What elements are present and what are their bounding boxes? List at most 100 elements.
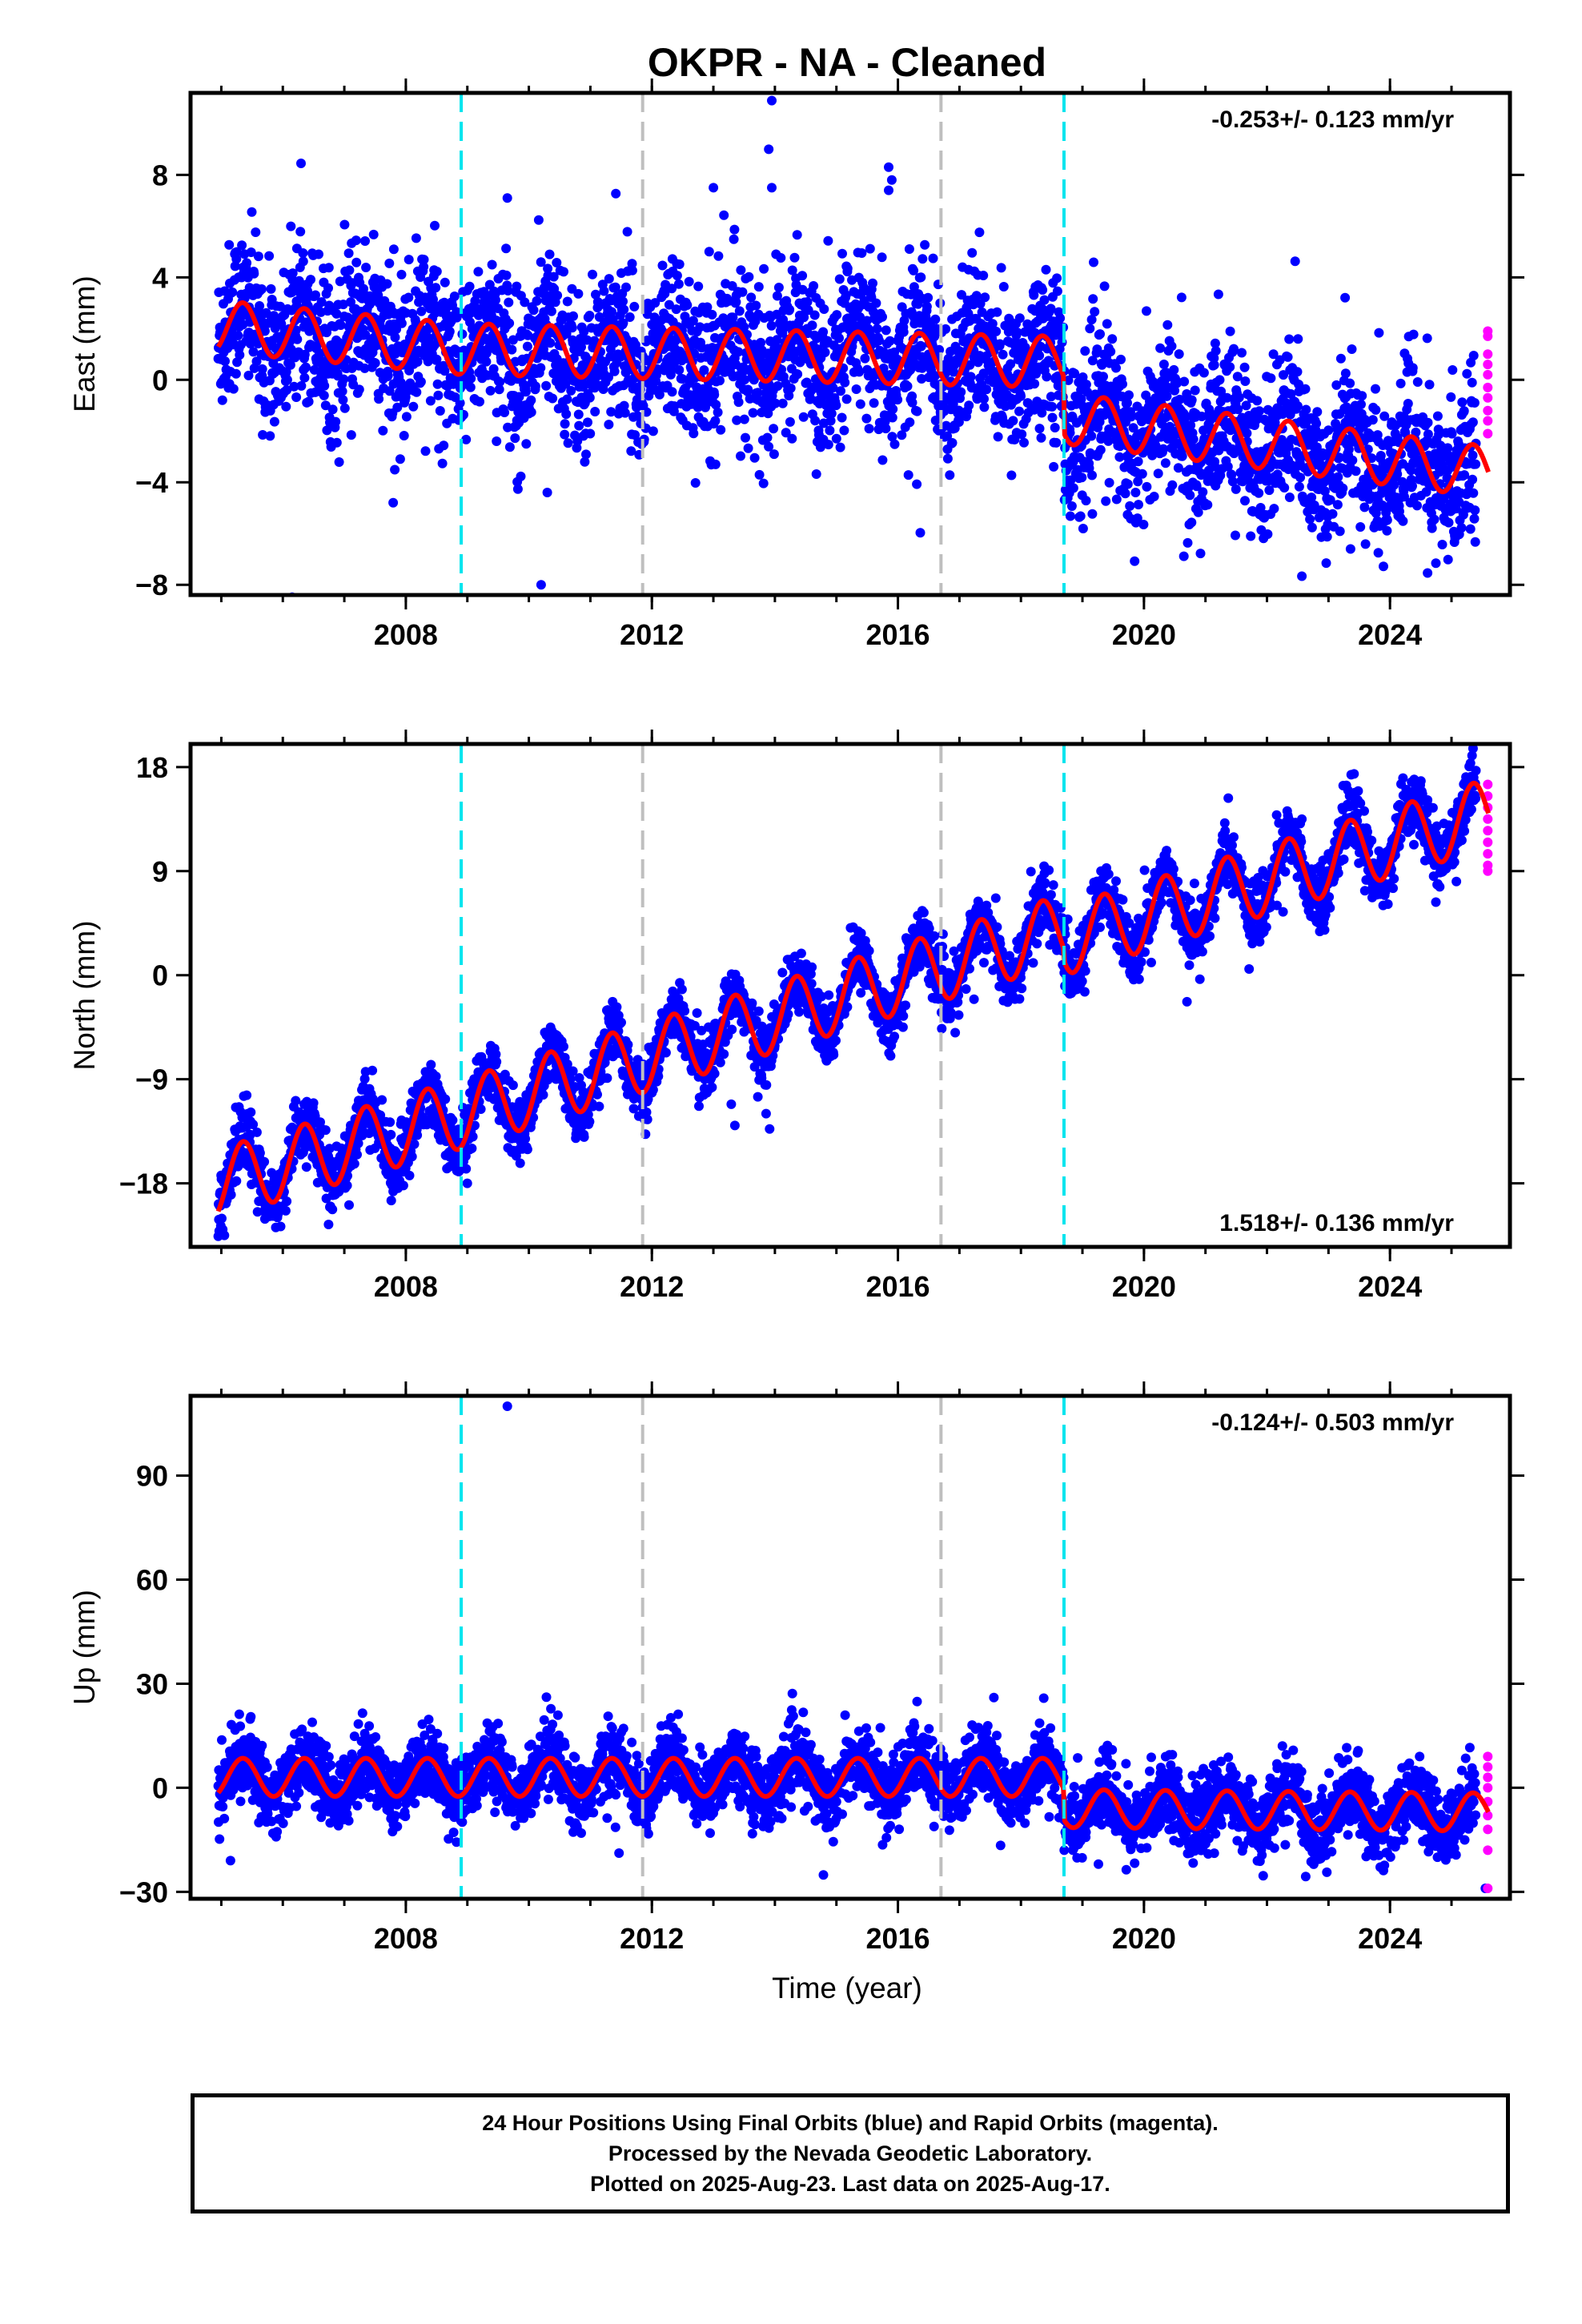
final-orbit-point [709, 390, 720, 400]
final-orbit-point [1255, 406, 1264, 416]
final-orbit-point [560, 419, 570, 429]
final-orbit-point [1360, 539, 1371, 549]
final-orbit-point [1142, 481, 1152, 492]
final-orbit-point [746, 292, 757, 303]
final-orbit-point [1122, 479, 1133, 489]
final-orbit-point [942, 453, 953, 464]
final-orbit-point [247, 207, 257, 217]
final-orbit-point [541, 380, 552, 391]
final-orbit-point [1041, 264, 1051, 275]
y-tick-label: 4 [152, 261, 168, 294]
final-orbit-point [1133, 456, 1143, 467]
final-orbit-point [1423, 568, 1433, 578]
final-orbit-point [251, 356, 262, 367]
final-orbit-point [1469, 513, 1480, 524]
final-orbit-point [834, 274, 845, 284]
final-orbit-point [851, 384, 861, 394]
final-orbit-point [982, 384, 992, 395]
final-orbit-point [1169, 364, 1179, 375]
final-orbit-point [584, 392, 595, 403]
final-orbit-point [684, 276, 694, 287]
final-orbit-point [395, 454, 405, 464]
final-orbit-point [217, 395, 227, 405]
final-orbit-point [888, 404, 898, 414]
velocity-annotation: -0.253+/- 0.123 mm/yr [1211, 107, 1454, 133]
final-orbit-point [520, 297, 530, 308]
final-orbit-point [1422, 333, 1432, 344]
final-orbit-point [1211, 346, 1221, 356]
final-orbit-point [974, 227, 985, 238]
final-orbit-point [255, 301, 265, 311]
final-orbit-point [861, 413, 872, 424]
final-orbit-point [255, 1148, 265, 1158]
final-orbit-point [769, 424, 779, 434]
final-orbit-point [1338, 483, 1348, 493]
final-orbit-point [967, 247, 978, 258]
final-orbit-point [466, 373, 476, 384]
final-orbit-point [802, 297, 813, 307]
final-orbit-point [1307, 522, 1317, 533]
final-orbit-point [1398, 516, 1408, 526]
final-orbit-point [1111, 494, 1122, 505]
final-orbit-point [887, 412, 897, 423]
final-orbit-point [265, 431, 275, 441]
final-orbit-point [599, 286, 609, 296]
final-orbit-point [352, 1149, 362, 1160]
final-orbit-point [383, 371, 393, 381]
final-orbit-point [1252, 396, 1263, 406]
final-orbit-point [956, 387, 966, 397]
final-orbit-point [296, 159, 306, 168]
final-orbit-point [1016, 391, 1026, 401]
final-orbit-point [1153, 468, 1163, 479]
final-orbit-point [314, 249, 323, 259]
final-orbit-point [1215, 375, 1225, 385]
final-orbit-point [496, 356, 507, 366]
final-orbit-point [743, 443, 753, 453]
final-orbit-point [865, 243, 875, 254]
final-orbit-point [789, 252, 800, 263]
final-orbit-point [991, 326, 1002, 336]
rapid-orbit-point [1483, 331, 1493, 341]
final-orbit-point [1162, 320, 1173, 330]
final-orbit-point [291, 392, 302, 402]
final-orbit-point [563, 438, 573, 448]
final-orbit-point [611, 188, 621, 199]
final-orbit-point [533, 215, 544, 225]
final-orbit-point [448, 1115, 458, 1125]
final-orbit-point [1075, 511, 1086, 521]
final-orbit-point [923, 292, 934, 303]
final-orbit-point [581, 449, 591, 460]
final-orbit-point [390, 464, 400, 475]
final-orbit-point [253, 251, 263, 262]
final-orbit-point [512, 484, 523, 494]
final-orbit-point [1029, 290, 1039, 300]
final-orbit-point [251, 227, 261, 237]
final-orbit-point [246, 247, 256, 257]
final-orbit-point [905, 417, 915, 428]
final-orbit-point [494, 384, 504, 395]
final-orbit-point [344, 1200, 354, 1210]
final-orbit-point [408, 401, 419, 412]
final-orbit-point [1234, 392, 1244, 403]
final-orbit-point [266, 283, 276, 294]
final-orbit-point [657, 260, 668, 271]
final-orbit-point [1081, 496, 1091, 506]
final-orbit-point [916, 272, 926, 283]
y-tick-label: −4 [135, 466, 168, 499]
final-orbit-point [1182, 537, 1193, 548]
final-orbit-point [713, 407, 723, 417]
final-orbit-point [734, 306, 745, 316]
final-orbit-point [823, 235, 833, 246]
final-orbit-point [1086, 431, 1097, 441]
final-orbit-point [769, 449, 779, 460]
final-orbit-point [1225, 326, 1235, 336]
final-orbit-outlier [767, 183, 777, 193]
final-orbit-point [710, 459, 721, 469]
final-orbit-point [561, 409, 572, 420]
final-orbit-point [419, 262, 429, 272]
final-orbit-point [1446, 392, 1456, 402]
final-orbit-point [622, 227, 632, 237]
final-orbit-outlier [502, 193, 512, 203]
final-orbit-point [384, 258, 395, 268]
final-orbit-point [871, 298, 881, 308]
